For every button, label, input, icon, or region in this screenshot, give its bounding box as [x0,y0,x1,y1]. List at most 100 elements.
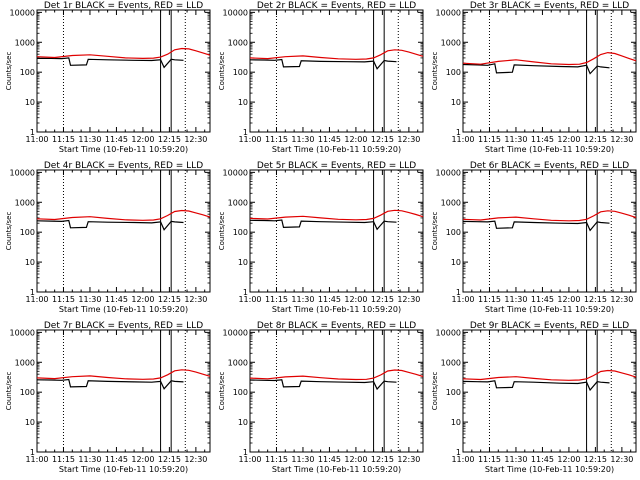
x-tick-label: 12:00 [344,455,367,464]
x-tick-label: 12:15 [371,135,394,144]
y-tick-label: 100 [233,228,248,237]
x-tick-label: 12:00 [131,295,154,304]
x-tick-label: 11:15 [478,455,501,464]
x-tick-label: 11:15 [478,135,501,144]
y-tick-label: 1000 [15,358,35,367]
y-tick-label: 10000 [436,328,461,337]
x-tick-label: 11:00 [238,135,261,144]
x-tick-label: 12:00 [131,455,154,464]
x-axis-label: Start Time (10-Feb-11 10:59:20) [272,305,401,314]
x-tick-label: 11:45 [318,295,341,304]
y-axis-label: Counts/sec [431,372,439,411]
x-axis-label: Start Time (10-Feb-11 10:59:20) [272,465,401,474]
x-tick-label: 12:00 [557,295,580,304]
y-tick-label: 100 [20,388,35,397]
lld-series-line [36,369,211,380]
x-tick-label: 12:30 [184,455,207,464]
panel-title: Det 2r BLACK = Events, RED = LLD [257,1,416,11]
panel-title: Det 7r BLACK = Events, RED = LLD [44,321,203,331]
y-tick-label: 10000 [436,8,461,17]
y-tick-label: 1 [30,288,35,297]
y-tick-label: 1 [243,288,248,297]
y-tick-label: 10000 [223,8,248,17]
x-tick-label: 11:30 [78,455,101,464]
y-tick-label: 10000 [223,168,248,177]
x-tick-label: 12:30 [184,295,207,304]
x-tick-label: 12:30 [184,135,207,144]
y-tick-label: 10 [238,258,248,267]
x-tick-label: 11:30 [291,135,314,144]
x-tick-label: 11:00 [25,295,48,304]
x-tick-label: 12:15 [584,135,607,144]
y-tick-label: 100 [446,388,461,397]
x-tick-label: 11:00 [25,135,48,144]
y-tick-label: 1 [30,448,35,457]
lld-series-line [36,47,211,60]
x-tick-label: 12:00 [344,135,367,144]
x-tick-label: 12:15 [158,455,181,464]
x-tick-label: 12:15 [158,295,181,304]
panel-title: Det 6r BLACK = Events, RED = LLD [470,161,629,171]
panel-title: Det 8r BLACK = Events, RED = LLD [257,321,416,331]
x-axis-label: Start Time (10-Feb-11 10:59:20) [59,305,188,314]
y-tick-label: 1000 [228,358,248,367]
y-tick-label: 10 [238,98,248,107]
x-tick-label: 11:45 [318,455,341,464]
y-tick-label: 1 [243,128,248,137]
x-tick-label: 11:00 [238,295,261,304]
detector-panel: Det 3r BLACK = Events, RED = LLD 1 10 100 10… [431,1,637,154]
x-tick-label: 12:30 [610,455,633,464]
x-tick-label: 11:15 [52,455,75,464]
y-tick-label: 1000 [441,38,461,47]
events-series-line [36,378,184,390]
detector-panel: Det 2r BLACK = Events, RED = LLD 1 10 100 10… [218,1,424,154]
plot-frame [36,169,211,293]
x-tick-label: 11:45 [105,135,128,144]
x-tick-label: 12:15 [371,455,394,464]
x-tick-label: 11:00 [238,455,261,464]
x-tick-label: 11:15 [52,295,75,304]
x-tick-label: 11:30 [504,135,527,144]
y-tick-label: 100 [446,68,461,77]
y-tick-label: 10000 [10,168,35,177]
panel-title: Det 4r BLACK = Events, RED = LLD [44,161,203,171]
plot-frame [36,9,211,133]
x-tick-label: 11:45 [105,295,128,304]
lld-series-line [462,51,637,66]
panel-title: Det 3r BLACK = Events, RED = LLD [470,1,629,11]
y-tick-label: 10 [451,98,461,107]
x-tick-label: 11:30 [78,295,101,304]
y-tick-label: 1000 [441,198,461,207]
plot-frame [36,329,211,453]
x-tick-label: 11:00 [451,455,474,464]
plot-frame [249,169,424,293]
y-tick-label: 1000 [15,38,35,47]
x-tick-label: 11:15 [478,295,501,304]
y-tick-label: 10000 [10,8,35,17]
panel-title: Det 1r BLACK = Events, RED = LLD [44,1,203,11]
y-axis-label: Counts/sec [218,212,226,251]
y-axis-label: Counts/sec [218,372,226,411]
plot-frame [249,9,424,133]
x-tick-label: 11:45 [531,295,554,304]
x-tick-label: 11:15 [265,135,288,144]
y-tick-label: 1 [456,128,461,137]
x-axis-label: Start Time (10-Feb-11 10:59:20) [59,465,188,474]
events-series-line [36,219,184,231]
y-tick-label: 10 [238,418,248,427]
y-tick-label: 100 [233,388,248,397]
detector-panel: Det 4r BLACK = Events, RED = LLD 1 10 100 10… [5,161,211,314]
lld-series-line [462,210,637,222]
x-tick-label: 12:00 [557,135,580,144]
y-tick-label: 10000 [10,328,35,337]
lld-series-line [249,209,424,221]
x-tick-label: 12:15 [584,295,607,304]
x-tick-label: 11:15 [265,455,288,464]
y-tick-label: 10 [451,258,461,267]
lld-series-line [462,369,637,381]
detector-panel: Det 9r BLACK = Events, RED = LLD 1 10 100 10… [431,321,637,474]
x-tick-label: 11:45 [105,455,128,464]
y-tick-label: 100 [20,228,35,237]
x-tick-label: 12:30 [610,295,633,304]
